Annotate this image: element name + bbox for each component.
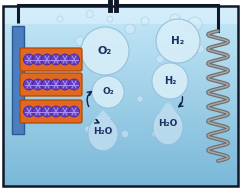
Circle shape	[107, 16, 113, 22]
Circle shape	[41, 54, 53, 65]
FancyBboxPatch shape	[3, 6, 238, 24]
Circle shape	[81, 27, 129, 75]
Circle shape	[24, 54, 34, 65]
Circle shape	[41, 106, 53, 117]
Circle shape	[51, 54, 61, 65]
Circle shape	[85, 126, 91, 132]
Circle shape	[156, 19, 200, 63]
Circle shape	[65, 78, 71, 84]
Circle shape	[33, 106, 43, 117]
Text: H₂: H₂	[164, 76, 176, 86]
Circle shape	[41, 79, 53, 90]
Circle shape	[188, 17, 202, 31]
Circle shape	[196, 45, 204, 53]
Circle shape	[24, 106, 34, 117]
Circle shape	[156, 55, 164, 63]
Circle shape	[137, 96, 143, 102]
Circle shape	[60, 106, 71, 117]
Text: O₂: O₂	[102, 88, 114, 97]
Text: O₂: O₂	[98, 46, 112, 56]
Circle shape	[51, 79, 61, 90]
Circle shape	[92, 76, 124, 108]
Circle shape	[60, 54, 71, 65]
FancyArrowPatch shape	[179, 97, 183, 107]
FancyArrowPatch shape	[87, 91, 92, 107]
Circle shape	[87, 11, 94, 18]
Text: H₂O: H₂O	[158, 119, 178, 129]
Ellipse shape	[88, 117, 118, 151]
Circle shape	[68, 106, 80, 117]
FancyBboxPatch shape	[20, 48, 82, 71]
Ellipse shape	[153, 109, 183, 145]
Circle shape	[69, 57, 76, 64]
Circle shape	[152, 131, 158, 137]
Text: H₂O: H₂O	[93, 126, 113, 136]
Circle shape	[60, 79, 71, 90]
Circle shape	[68, 54, 80, 65]
Circle shape	[125, 24, 135, 34]
Circle shape	[152, 63, 188, 99]
Polygon shape	[160, 102, 176, 111]
FancyBboxPatch shape	[12, 26, 24, 134]
Circle shape	[57, 16, 63, 22]
Circle shape	[170, 14, 180, 24]
FancyBboxPatch shape	[20, 100, 82, 123]
Text: H₂: H₂	[171, 36, 185, 46]
Circle shape	[51, 106, 61, 117]
FancyArrowPatch shape	[94, 119, 99, 123]
Polygon shape	[95, 110, 111, 119]
Circle shape	[24, 79, 34, 90]
Circle shape	[33, 79, 43, 90]
FancyBboxPatch shape	[20, 73, 82, 96]
Circle shape	[141, 17, 149, 25]
Circle shape	[68, 79, 80, 90]
Circle shape	[121, 130, 128, 138]
Circle shape	[33, 54, 43, 65]
Circle shape	[75, 36, 85, 46]
